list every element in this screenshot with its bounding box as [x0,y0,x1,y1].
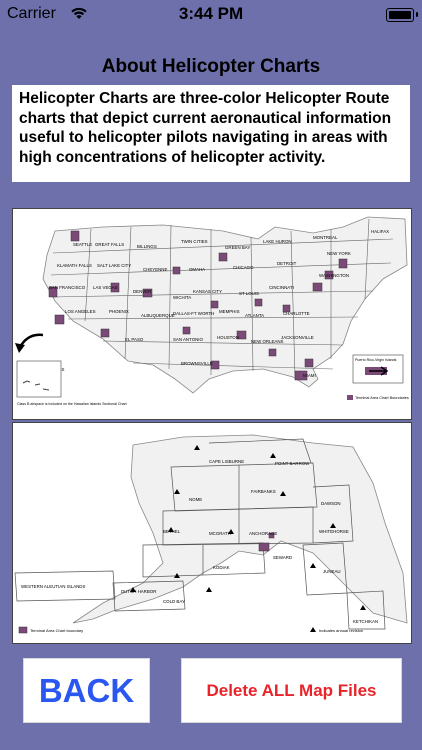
city-label: WHITEHORSE [319,529,349,534]
city-label: GREEN BAY [225,245,250,250]
alaska-chart-map: CAPE LISBURNE POINT BARROW NOME FAIRBANK… [12,422,412,644]
city-label: NEW YORK [327,251,351,256]
city-label: DETROIT [277,261,297,266]
back-button[interactable]: BACK [23,658,150,723]
city-label: KANSAS CITY [193,289,222,294]
city-label: SAN ANTONIO [173,337,204,342]
us-chart-map: SEATTLE GREAT FALLS BILLINGS TWIN CITIES… [12,208,412,420]
city-label: CHARLOTTE [283,311,310,316]
city-label: CHEYENNE [143,267,167,272]
city-label: COLD BAY [163,599,185,604]
city-label: LOS ANGELES [65,309,96,314]
city-label: LAS VEGAS [93,285,118,290]
chart-index-map: SEATTLE GREAT FALLS BILLINGS TWIN CITIES… [12,208,412,644]
city-label: WASHINGTON [319,273,349,278]
city-label: ATLANTA [245,313,264,318]
city-label: SAN FRANCISCO [49,285,86,290]
hawaii-note: Class B airspace is included on the Hawa… [17,402,127,406]
page-title: About Helicopter Charts [101,56,321,77]
city-label: MONTREAL [313,235,338,240]
puerto-rico-label: Puerto Rico-Virgin Islands [355,358,397,362]
city-label: BILLINGS [137,244,157,249]
city-label: EL PASO [125,337,144,342]
city-label: POINT BARROW [275,461,310,466]
city-label: ALBUQUERQUE [141,313,175,318]
city-label: NEW ORLEANS [251,339,284,344]
city-label: DALLAS-FT WORTH [173,311,214,316]
city-label: LAKE HURON [263,239,292,244]
battery-icon [386,8,418,22]
description-text: Helicopter Charts are three-color Helico… [12,85,410,182]
city-label: JUNEAU [323,569,341,574]
city-label: SEATTLE [73,242,92,247]
city-label: FAIRBANKS [251,489,276,494]
city-label: JACKSONVILLE [281,335,314,340]
carrier-label: Carrier [7,5,56,22]
city-label: CINCINNATI [269,285,294,290]
city-label: KODIAK [213,565,230,570]
delete-all-map-files-button[interactable]: Delete ALL Map Files [181,658,402,723]
ak-legend2-label: Indicates annual revision [319,628,363,633]
city-label: CHICAGO [233,265,254,270]
city-label: DAWSON [321,501,341,506]
city-label: OMAHA [189,267,205,272]
city-label: DUTCH HARBOR [121,589,156,594]
city-label: HOUSTON [217,335,239,340]
city-label: DENVER [133,289,151,294]
status-bar: Carrier 3:44 PM [0,0,422,28]
wifi-icon [70,6,88,25]
city-label: BROWNSVILLE [181,361,213,366]
city-label: WESTERN ALEUTIAN ISLANDS [21,584,85,589]
city-label: NOME [189,497,202,502]
city-label: BETHEL [163,529,181,534]
legend-label: Terminal Area Chart Boundaries [355,396,409,400]
city-label: MEMPHIS [219,309,240,314]
city-label: PHOENIX [109,309,129,314]
city-label: GREAT FALLS [95,242,124,247]
ak-legend-label: Terminal Area Chart boundary [30,628,83,633]
city-label: ST LOUIS [239,291,259,296]
clock: 3:44 PM [178,4,244,23]
city-label: TWIN CITIES [181,239,208,244]
city-label: MIAMI [303,373,316,378]
city-label: KLAMATH FALLS [57,263,92,268]
city-label: SEWARD [273,555,292,560]
city-label: HALIFAX [371,229,389,234]
city-label: MCGRATH [209,531,231,536]
city-label: SALT LAKE CITY [97,263,131,268]
city-label: WICHITA [173,295,191,300]
city-label: CAPE LISBURNE [209,459,244,464]
city-label: KETCHIKAN [353,619,378,624]
city-label: ANCHORAGE [249,531,277,536]
